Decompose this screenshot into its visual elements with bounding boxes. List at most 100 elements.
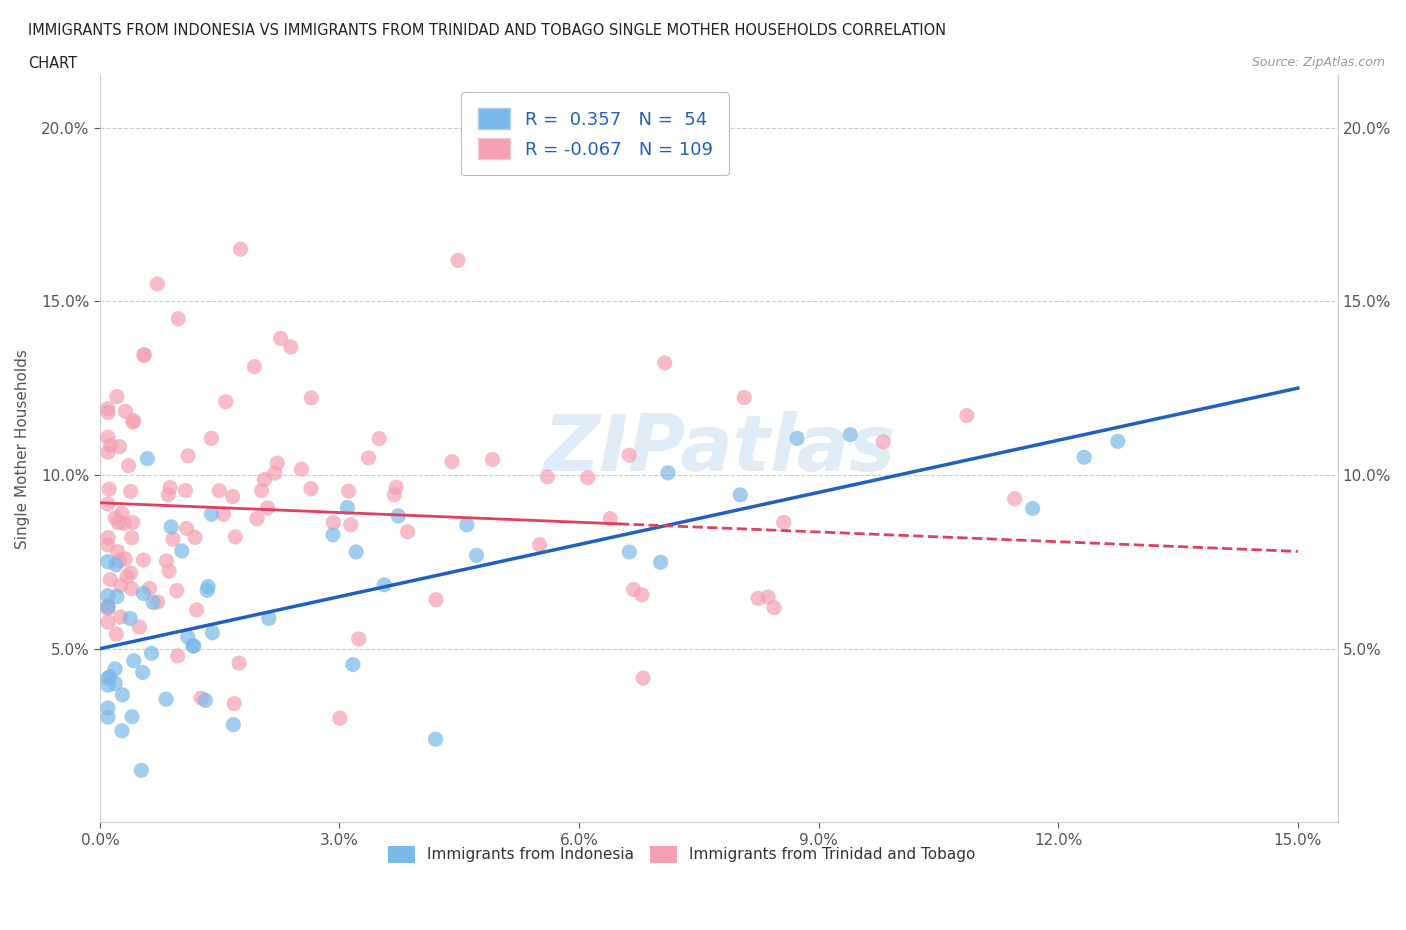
Point <box>157 564 180 578</box>
Point <box>619 447 641 462</box>
Point <box>229 242 252 257</box>
Point <box>786 431 808 445</box>
Point <box>224 529 246 544</box>
Point <box>290 461 312 476</box>
Point <box>110 578 132 593</box>
Point <box>956 408 979 423</box>
Point <box>104 557 127 572</box>
Point <box>132 348 155 363</box>
Point <box>215 394 238 409</box>
Point <box>122 415 145 430</box>
Point <box>456 517 478 532</box>
Point <box>108 439 131 454</box>
Point <box>97 554 120 569</box>
Point <box>97 405 120 420</box>
Point <box>97 538 120 552</box>
Point <box>221 489 243 504</box>
Point <box>111 506 134 521</box>
Point <box>425 732 447 747</box>
Point <box>176 521 198 536</box>
Point <box>243 359 266 374</box>
Point <box>97 598 120 613</box>
Point <box>529 538 551 552</box>
Point <box>368 432 391 446</box>
Point <box>340 517 363 532</box>
Point <box>200 507 222 522</box>
Point <box>120 565 142 580</box>
Point <box>329 711 352 725</box>
Point <box>104 511 127 525</box>
Point <box>440 454 463 469</box>
Point <box>195 583 218 598</box>
Point <box>650 555 672 570</box>
Point <box>357 450 380 465</box>
Point <box>104 676 127 691</box>
Point <box>654 355 676 370</box>
Point <box>872 434 894 449</box>
Point <box>222 717 245 732</box>
Point <box>160 520 183 535</box>
Point <box>280 339 302 354</box>
Point <box>97 600 120 615</box>
Point <box>114 551 136 566</box>
Point <box>1073 450 1095 465</box>
Point <box>177 448 200 463</box>
Point <box>322 515 344 530</box>
Point <box>155 692 177 707</box>
Point <box>166 648 188 663</box>
Point <box>631 671 654 685</box>
Point <box>114 404 136 418</box>
Point <box>105 389 128 404</box>
Point <box>270 331 292 346</box>
Point <box>228 656 250 671</box>
Point <box>97 589 120 604</box>
Point <box>121 710 143 724</box>
Point <box>107 544 129 559</box>
Point <box>322 527 344 542</box>
Point <box>1004 491 1026 506</box>
Text: Source: ZipAtlas.com: Source: ZipAtlas.com <box>1251 56 1385 69</box>
Point <box>373 578 395 592</box>
Point <box>121 581 143 596</box>
Point <box>97 497 120 512</box>
Point <box>194 693 217 708</box>
Point <box>256 500 278 515</box>
Point <box>201 625 224 640</box>
Point <box>97 602 120 617</box>
Point <box>142 595 165 610</box>
Point <box>138 581 160 596</box>
Point <box>120 611 142 626</box>
Point <box>336 500 359 515</box>
Point <box>299 482 322 497</box>
Point <box>166 583 188 598</box>
Point <box>763 600 786 615</box>
Point <box>425 592 447 607</box>
Point <box>111 724 134 738</box>
Point <box>772 515 794 530</box>
Point <box>200 431 222 445</box>
Point <box>107 515 129 530</box>
Point <box>756 590 779 604</box>
Point <box>97 401 120 416</box>
Point <box>167 312 190 326</box>
Point <box>170 543 193 558</box>
Point <box>208 484 231 498</box>
Point <box>146 276 169 291</box>
Point <box>141 645 163 660</box>
Point <box>122 413 145 428</box>
Text: ZIPatlas: ZIPatlas <box>543 411 896 487</box>
Point <box>121 515 143 530</box>
Point <box>342 658 364 672</box>
Point <box>105 589 128 604</box>
Point <box>176 630 198 644</box>
Point <box>337 484 360 498</box>
Point <box>246 512 269 526</box>
Point <box>97 678 120 693</box>
Point <box>447 253 470 268</box>
Text: CHART: CHART <box>28 56 77 71</box>
Legend: Immigrants from Indonesia, Immigrants from Trinidad and Tobago: Immigrants from Indonesia, Immigrants fr… <box>380 838 983 870</box>
Point <box>224 697 246 711</box>
Point <box>97 600 120 615</box>
Point <box>536 470 558 485</box>
Point <box>299 391 322 405</box>
